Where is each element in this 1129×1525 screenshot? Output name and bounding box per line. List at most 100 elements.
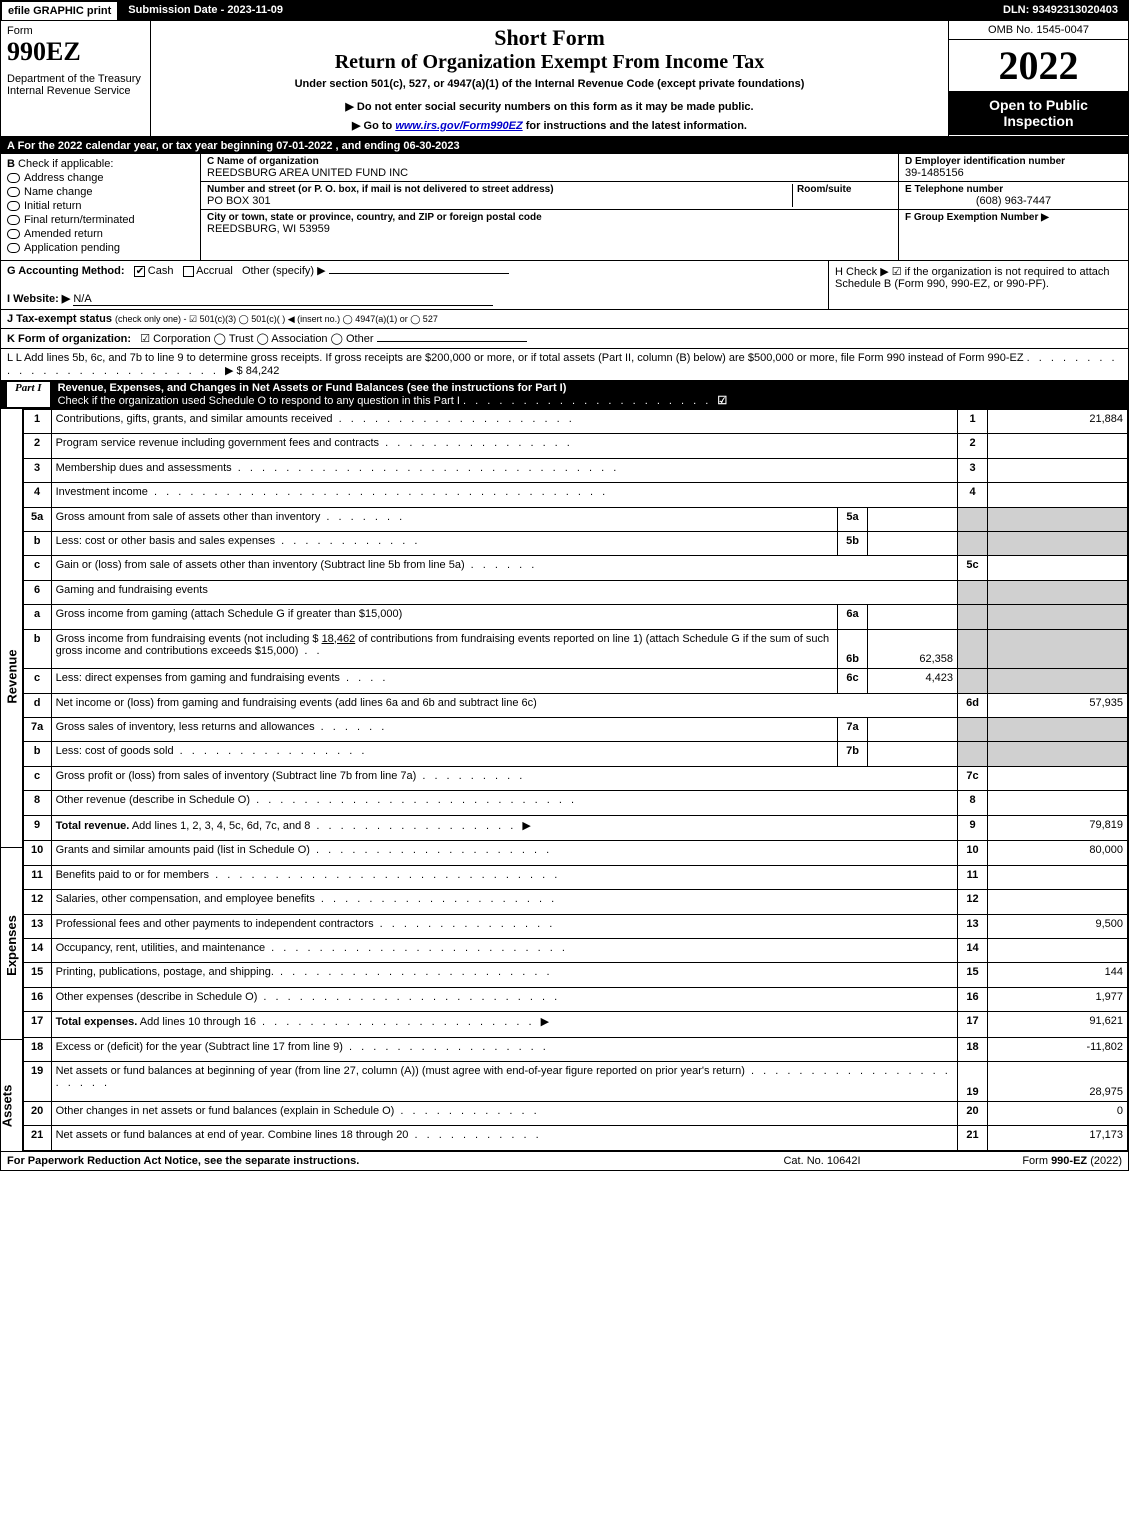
- l6b-desc1: Gross income from fundraising events (no…: [56, 633, 322, 645]
- c-name-label: C Name of organization: [207, 156, 892, 167]
- efile-print[interactable]: efile GRAPHIC print: [1, 1, 118, 21]
- section-def: D Employer identification number 39-1485…: [898, 154, 1128, 260]
- l-amount: ▶ $ 84,242: [225, 365, 279, 377]
- l17-desc: Add lines 10 through 16: [140, 1016, 256, 1028]
- j-label: J Tax-exempt status: [7, 313, 112, 325]
- side-expenses-text: Expenses: [4, 915, 19, 976]
- l12-linenum: 12: [958, 890, 988, 914]
- checkbox-initial-return[interactable]: [7, 201, 20, 211]
- gh-wrapper: G Accounting Method: Cash Accrual Other …: [1, 261, 1128, 310]
- l5a-subval: [868, 507, 958, 531]
- l15-val: 144: [988, 963, 1128, 987]
- part1-body: Revenue Expenses Net Assets 1 Contributi…: [1, 409, 1128, 1151]
- l14-linenum: 14: [958, 938, 988, 962]
- l6a-desc: Gross income from gaming (attach Schedul…: [56, 608, 403, 620]
- street-value: PO BOX 301: [207, 195, 792, 207]
- line-15: 15 Printing, publications, postage, and …: [23, 963, 1127, 987]
- line-6d: d Net income or (loss) from gaming and f…: [23, 693, 1127, 717]
- section-c: C Name of organization REEDSBURG AREA UN…: [201, 154, 898, 260]
- checkbox-final-return[interactable]: [7, 215, 20, 225]
- l20-num: 20: [23, 1101, 51, 1125]
- goto-line: ▶ Go to www.irs.gov/Form990EZ for instru…: [161, 119, 938, 132]
- city-label: City or town, state or province, country…: [207, 212, 892, 223]
- l14-num: 14: [23, 938, 51, 962]
- line-6b: b Gross income from fundraising events (…: [23, 629, 1127, 669]
- l13-num: 13: [23, 914, 51, 938]
- l6-desc: Gaming and fundraising events: [56, 584, 208, 596]
- phone-value: (608) 963-7447: [905, 195, 1122, 207]
- l5a-shade1: [958, 507, 988, 531]
- l10-num: 10: [23, 841, 51, 865]
- l8-desc: Other revenue (describe in Schedule O): [56, 794, 250, 806]
- other-specify-line: [329, 273, 509, 274]
- b-check-label: Check if applicable:: [18, 158, 113, 170]
- l5b-subnum: 5b: [838, 531, 868, 555]
- line-16: 16 Other expenses (describe in Schedule …: [23, 987, 1127, 1011]
- street-label: Number and street (or P. O. box, if mail…: [207, 184, 792, 195]
- checkbox-cash[interactable]: [134, 266, 145, 277]
- header-left: Form 990EZ Department of the Treasury In…: [1, 21, 151, 136]
- amended-return-label: Amended return: [24, 228, 103, 240]
- website-value: N/A: [73, 293, 493, 306]
- line-10: 10 Grants and similar amounts paid (list…: [23, 841, 1127, 865]
- l4-num: 4: [23, 483, 51, 507]
- l11-linenum: 11: [958, 865, 988, 889]
- l1-desc: Contributions, gifts, grants, and simila…: [56, 413, 333, 425]
- l9-num: 9: [23, 815, 51, 841]
- l6a-num: a: [23, 605, 51, 629]
- l7b-subval: [868, 742, 958, 766]
- line-6a: a Gross income from gaming (attach Sched…: [23, 605, 1127, 629]
- omb-number: OMB No. 1545-0047: [949, 21, 1128, 40]
- checkbox-accrual[interactable]: [183, 266, 194, 277]
- l6-num: 6: [23, 580, 51, 604]
- l7b-num: b: [23, 742, 51, 766]
- other-specify-label: Other (specify) ▶: [242, 265, 326, 277]
- line-1: 1 Contributions, gifts, grants, and simi…: [23, 410, 1127, 434]
- footer-r-pre: Form: [1022, 1155, 1051, 1167]
- l7a-shade2: [988, 718, 1128, 742]
- l1-linenum: 1: [958, 410, 988, 434]
- part1-check: ☑: [717, 395, 727, 407]
- side-revenue-text: Revenue: [5, 649, 20, 703]
- l1-num: 1: [23, 410, 51, 434]
- return-title: Return of Organization Exempt From Incom…: [161, 51, 938, 74]
- l21-desc: Net assets or fund balances at end of ye…: [56, 1129, 409, 1141]
- part1-title-wrap: Revenue, Expenses, and Changes in Net As…: [58, 382, 728, 407]
- checkbox-amended-return[interactable]: [7, 229, 20, 239]
- l21-num: 21: [23, 1126, 51, 1151]
- l8-val: [988, 791, 1128, 815]
- line-5b: b Less: cost or other basis and sales ex…: [23, 531, 1127, 555]
- line-12: 12 Salaries, other compensation, and emp…: [23, 890, 1127, 914]
- side-labels: Revenue Expenses Net Assets: [1, 409, 23, 1151]
- l5c-linenum: 5c: [958, 556, 988, 580]
- department: Department of the Treasury Internal Reve…: [7, 73, 144, 97]
- footer-r-post: (2022): [1087, 1155, 1122, 1167]
- addr-change-label: Address change: [24, 172, 104, 184]
- l14-desc: Occupancy, rent, utilities, and maintena…: [56, 942, 266, 954]
- part1-title: Revenue, Expenses, and Changes in Net As…: [58, 382, 567, 394]
- l19-desc: Net assets or fund balances at beginning…: [56, 1065, 745, 1077]
- l6d-desc: Net income or (loss) from gaming and fun…: [56, 697, 537, 709]
- l2-linenum: 2: [958, 434, 988, 458]
- goto-post: for instructions and the latest informat…: [523, 120, 747, 132]
- l10-linenum: 10: [958, 841, 988, 865]
- tax-year: 2022: [949, 40, 1128, 91]
- l1-val: 21,884: [988, 410, 1128, 434]
- checkbox-application-pending[interactable]: [7, 243, 20, 253]
- l11-val: [988, 865, 1128, 889]
- side-expenses: Expenses: [1, 847, 22, 1039]
- l5b-num: b: [23, 531, 51, 555]
- l6d-num: d: [23, 693, 51, 717]
- h-text: H Check ▶ ☑ if the organization is not r…: [835, 266, 1110, 290]
- topbar: efile GRAPHIC print Submission Date - 20…: [1, 1, 1128, 21]
- line-4: 4 Investment income . . . . . . . . . . …: [23, 483, 1127, 507]
- irs-link[interactable]: www.irs.gov/Form990EZ: [395, 120, 522, 132]
- checkbox-name-change[interactable]: [7, 187, 20, 197]
- checkbox-address-change[interactable]: [7, 173, 20, 183]
- footer-center: Cat. No. 10642I: [722, 1155, 922, 1167]
- line-11: 11 Benefits paid to or for members . . .…: [23, 865, 1127, 889]
- form-header: Form 990EZ Department of the Treasury In…: [1, 21, 1128, 138]
- l6b-subnum: 6b: [838, 629, 868, 669]
- l5a-subnum: 5a: [838, 507, 868, 531]
- l16-linenum: 16: [958, 987, 988, 1011]
